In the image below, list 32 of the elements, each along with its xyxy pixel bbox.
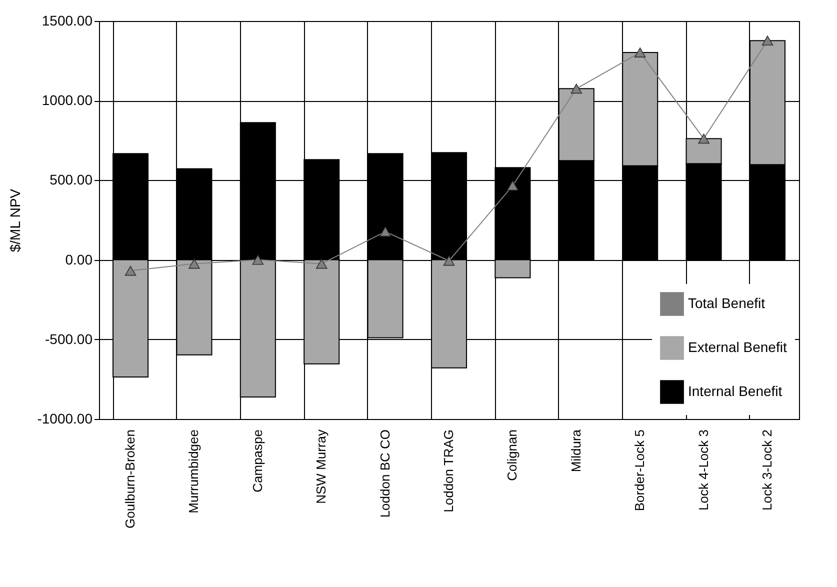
x-tick-label: Lock 4-Lock 3 [696,430,711,510]
y-tick-label: 1000.00 [42,92,93,108]
x-tick-label: Loddon TRAG [441,430,456,512]
y-tick-label: -500.00 [45,330,93,347]
legend-label: Total Benefit [688,295,766,311]
x-tick-label: Campaspe [250,430,265,492]
point [570,84,582,94]
y-axis-title: $/ML NPV [7,188,24,252]
x-tick-label: NSW Murray [314,429,329,504]
y-tick-label: -1000.00 [37,410,93,426]
x-tick-label: Mildura [568,428,584,472]
point [762,36,774,46]
point [316,258,328,269]
point [188,258,200,269]
legend-label: External Benefit [688,339,787,355]
x-tick-label: Loddon BC CO [377,430,392,518]
x-tick-label: Lock 3-Lock 2 [759,430,774,510]
point [380,226,391,237]
x-tick-label: Goulburn-Broken [122,430,138,528]
point [252,254,264,265]
point [124,266,136,276]
y-tick-label: 1500.00 [42,12,93,28]
point [507,180,518,191]
point [634,48,646,58]
y-tick-label: 0.00 [65,251,93,268]
y-tick-label: 500.00 [50,172,93,188]
legend-label: Internal Benefit [688,383,782,399]
x-tick-label: Murrumbidgee [186,430,202,514]
x-tick-label: Border-Lock 5 [632,430,648,512]
point [698,134,710,144]
point [443,256,455,266]
x-tick-label: Colignan [504,430,520,481]
